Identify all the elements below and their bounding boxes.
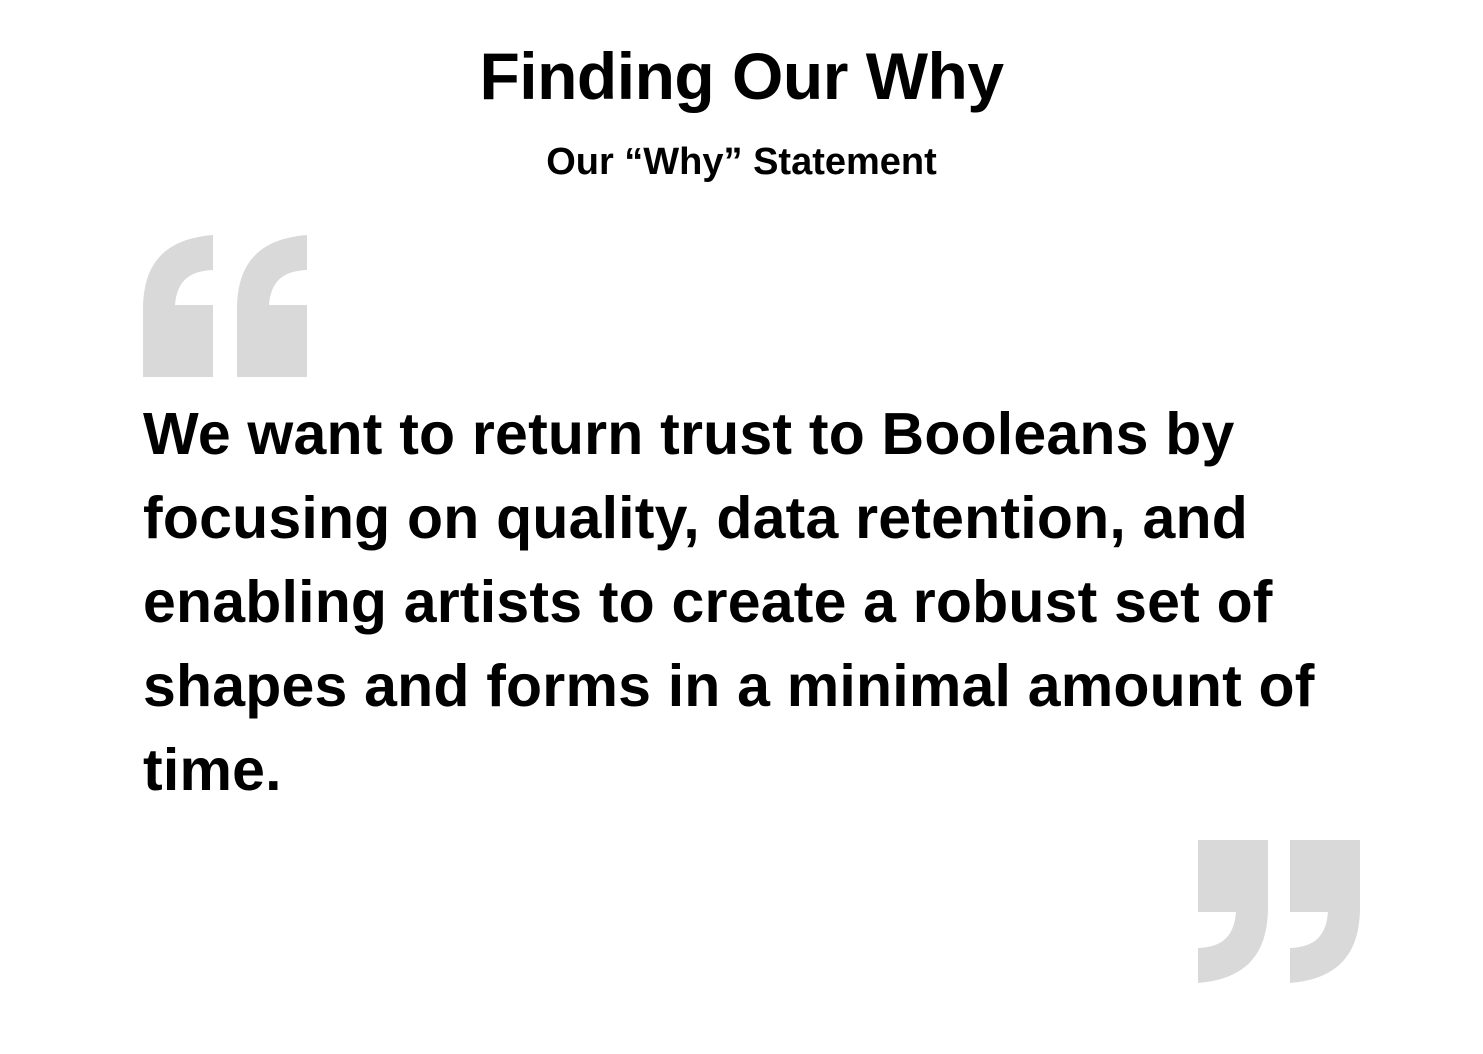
why-statement: We want to return trust to Booleans by f… [143, 401, 1315, 803]
open-quote-icon [143, 235, 309, 377]
close-quote-icon [1196, 840, 1362, 983]
slide-title: Finding Our Why [479, 39, 1004, 113]
slide-subtitle: Our “Why” Statement [546, 141, 937, 183]
